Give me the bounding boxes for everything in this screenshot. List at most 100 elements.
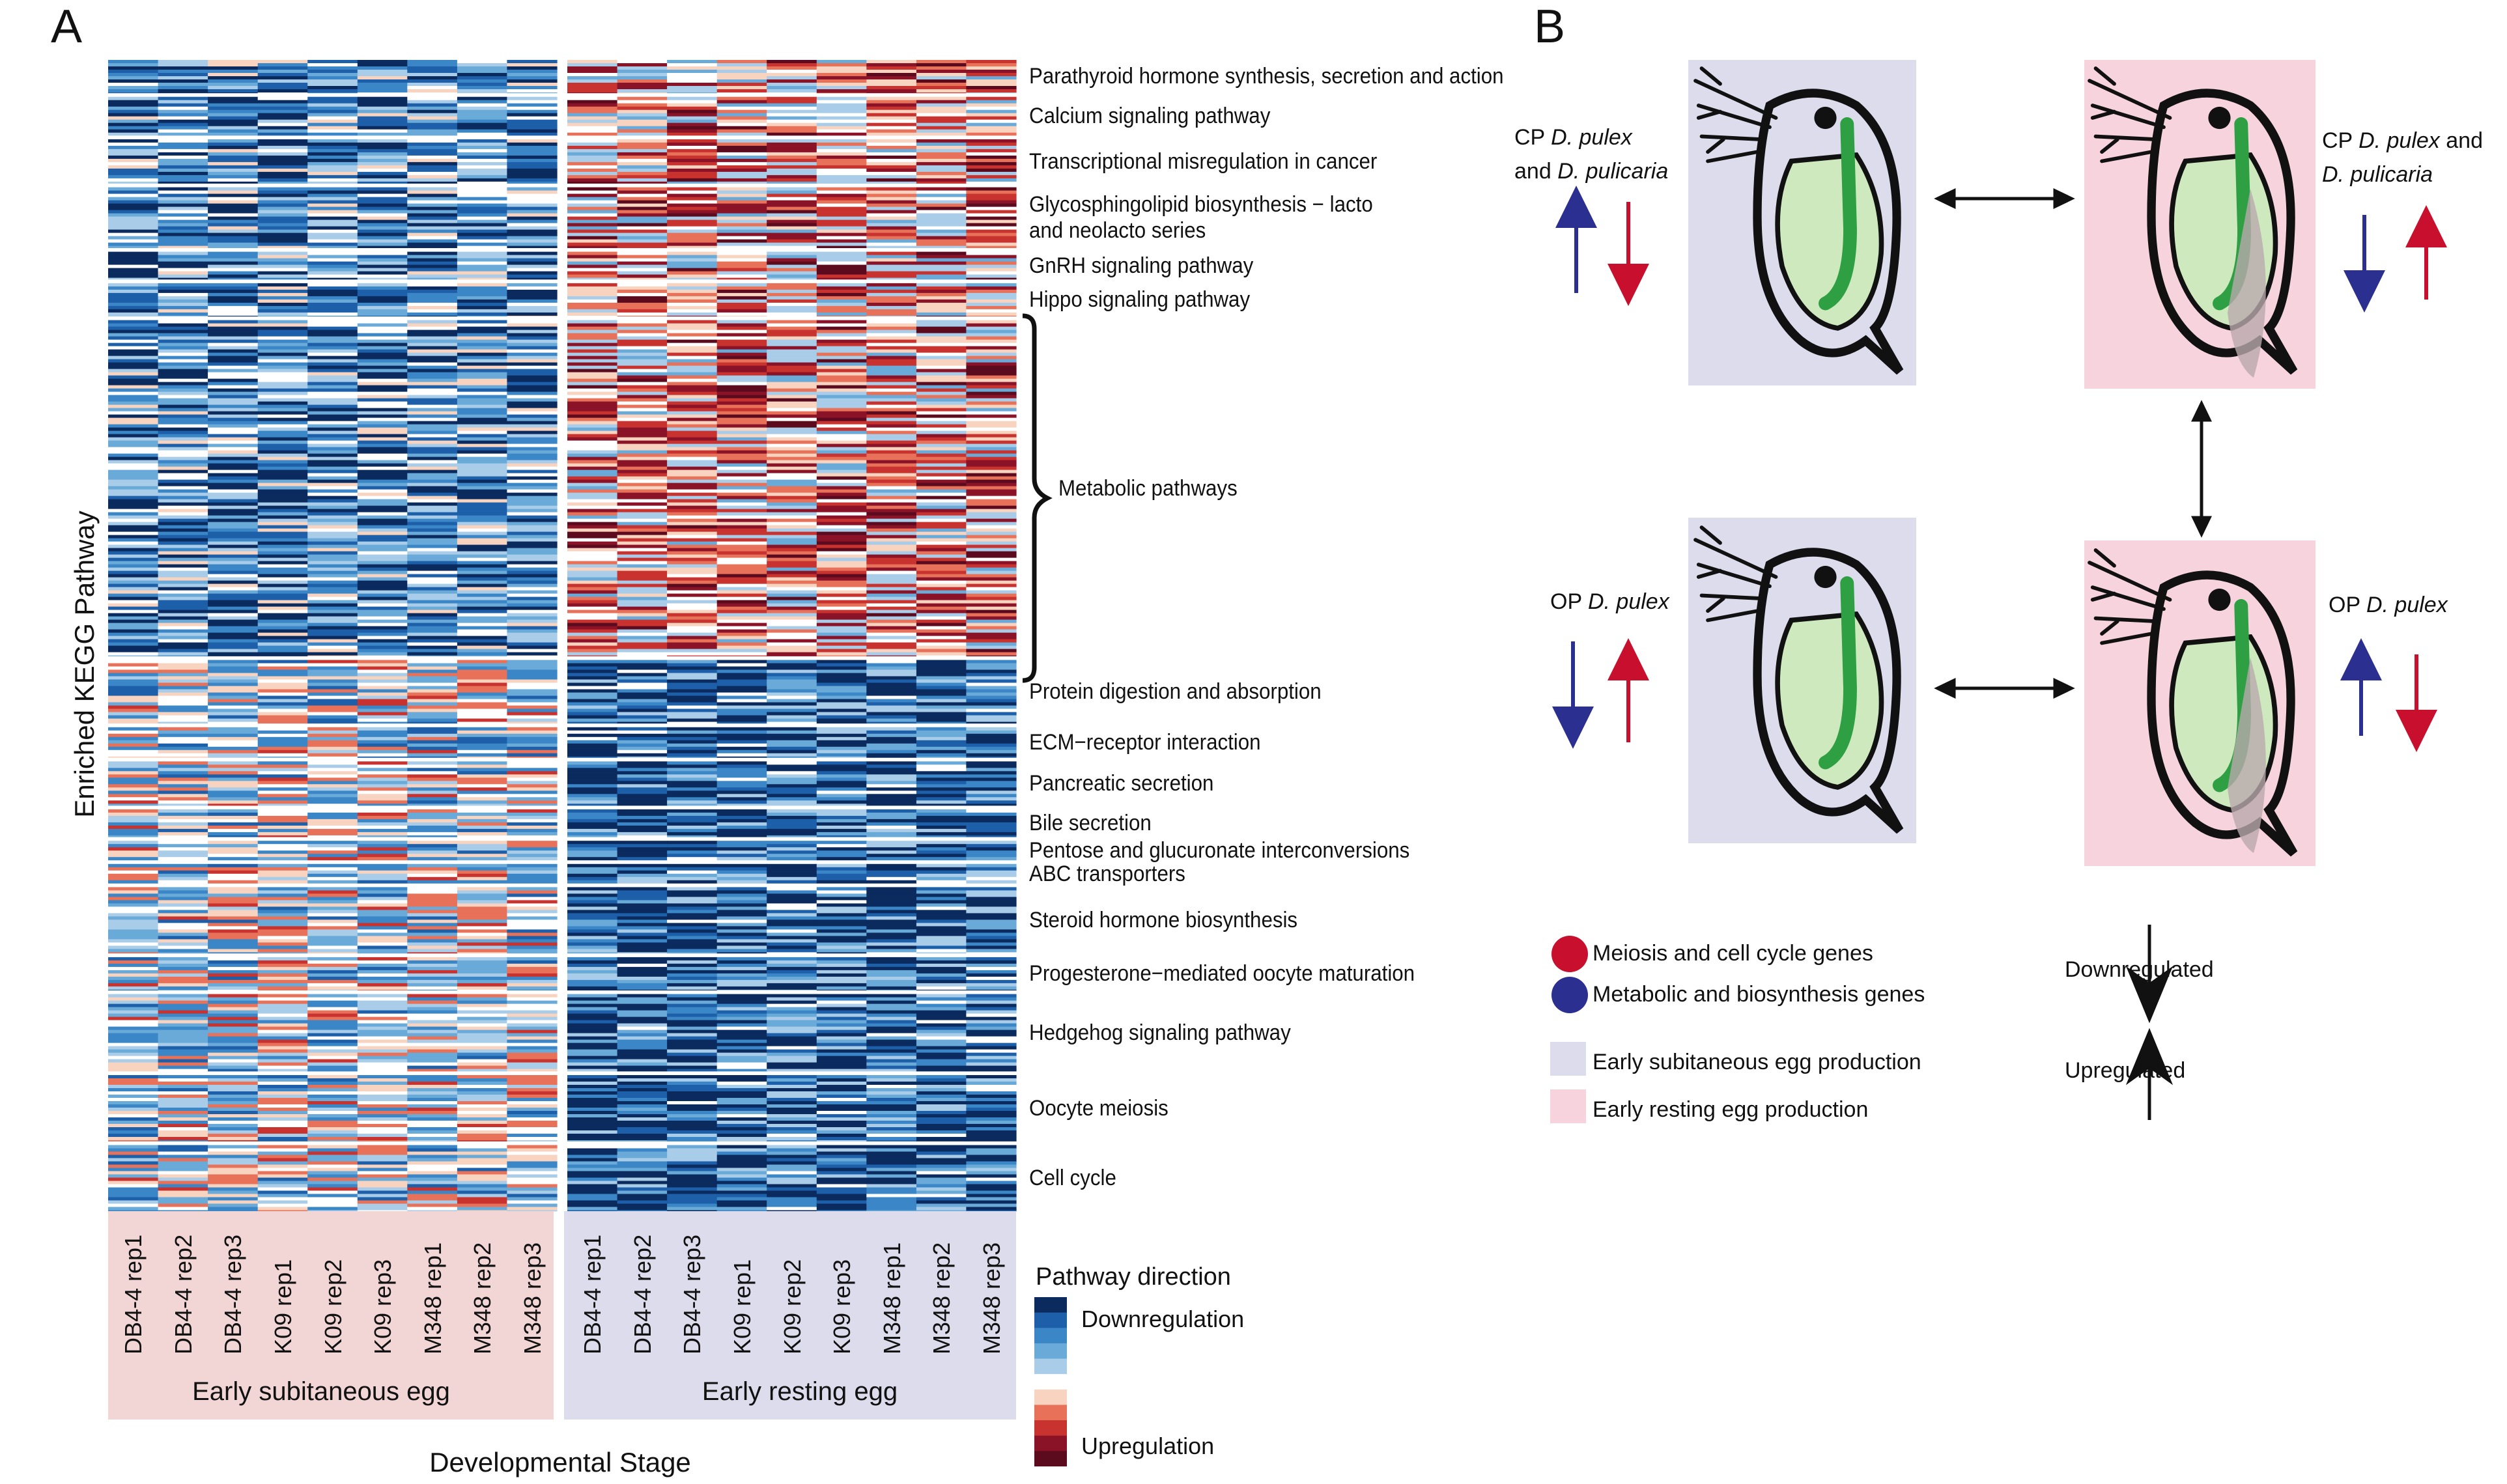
heatmap-cell: [307, 863, 358, 868]
heatmap-cell: [407, 603, 458, 607]
heatmap-cell: [108, 663, 159, 667]
heatmap-cell: [617, 564, 668, 568]
heatmap-cell: [567, 132, 618, 136]
heatmap-cell: [916, 414, 967, 418]
heatmap-cell: [307, 983, 358, 987]
heatmap-cell: [767, 473, 817, 477]
heatmap-cell: [667, 414, 718, 418]
heatmap-cell: [767, 639, 817, 643]
heatmap-cell: [667, 437, 718, 441]
heatmap-cell: [307, 299, 358, 303]
heatmap-cell: [457, 197, 508, 201]
heatmap-cell: [916, 979, 967, 984]
heatmap-cell: [108, 1003, 159, 1007]
heatmap-cell: [716, 867, 767, 871]
heatmap-cell: [108, 434, 159, 438]
heatmap-cell: [307, 525, 358, 529]
heatmap-cell: [457, 469, 508, 473]
heatmap-cell: [966, 603, 1017, 607]
heatmap-cell: [158, 926, 208, 930]
heatmap-cell: [716, 369, 767, 372]
heatmap-cell: [916, 850, 967, 854]
heatmap-cell: [108, 857, 159, 861]
heatmap-cell: [667, 483, 718, 486]
heatmap-cell: [208, 645, 259, 649]
heatmap-cell: [208, 398, 259, 402]
heatmap-cell: [407, 682, 458, 686]
heatmap-cell: [208, 447, 259, 451]
heatmap-cell: [816, 600, 867, 604]
heatmap-cell: [158, 910, 208, 914]
heatmap-cell: [507, 132, 558, 136]
heatmap-cell: [716, 686, 767, 690]
heatmap-cell: [667, 165, 718, 169]
heatmap-cell: [816, 362, 867, 366]
heatmap-cell: [866, 963, 917, 968]
heatmap-cell: [108, 1020, 159, 1024]
heatmap-cell: [158, 175, 208, 179]
heatmap-cell: [158, 320, 208, 324]
heatmap-cell: [507, 456, 558, 460]
heatmap-cell: [866, 193, 917, 197]
heatmap-cell: [667, 692, 718, 696]
heatmap-cell: [916, 708, 967, 712]
heatmap-cell: [407, 876, 458, 881]
heatmap-cell: [407, 730, 458, 735]
heatmap-cell: [567, 867, 618, 871]
heatmap-cell: [407, 619, 458, 623]
heatmap-cell: [507, 86, 558, 90]
heatmap-cell: [916, 518, 967, 522]
heatmap-cell: [866, 83, 917, 87]
heatmap-cell: [667, 161, 718, 166]
heatmap-cell: [767, 897, 817, 901]
heatmap-cell: [208, 832, 259, 836]
heatmap-cell: [716, 181, 767, 184]
heatmap-cell: [158, 825, 208, 830]
heatmap-cell: [257, 913, 308, 917]
heatmap-cell: [208, 939, 259, 943]
heatmap-cell: [767, 398, 817, 402]
heatmap-cell: [667, 777, 718, 781]
heatmap-cell: [208, 753, 259, 757]
heatmap-cell: [866, 979, 917, 984]
heatmap-cell: [507, 794, 558, 798]
heatmap-cell: [667, 113, 718, 117]
heatmap-cell: [158, 326, 208, 330]
heatmap-cell: [158, 100, 208, 104]
heatmap-cell: [407, 145, 458, 150]
heatmap-cell: [617, 800, 668, 804]
heatmap-cell: [158, 289, 208, 294]
heatmap-cell: [507, 689, 558, 693]
heatmap-cell: [257, 261, 308, 265]
heatmap-cell: [916, 378, 967, 382]
heatmap-cell: [966, 847, 1017, 851]
heatmap-cell: [457, 92, 508, 94]
heatmap-cell: [457, 232, 508, 236]
heatmap-cell: [567, 292, 618, 297]
heatmap-cell: [307, 577, 358, 581]
heatmap-cell: [667, 239, 718, 243]
heatmap-cell: [767, 509, 817, 512]
heatmap-cell: [407, 119, 458, 124]
heatmap-cell: [208, 165, 259, 169]
heatmap-cell: [617, 708, 668, 712]
heatmap-cell: [158, 983, 208, 987]
heatmap-cell: [767, 106, 817, 111]
heatmap-cell: [307, 122, 358, 127]
heatmap-cell: [457, 187, 508, 191]
heatmap-cell: [716, 945, 767, 949]
heatmap-cell: [457, 893, 508, 897]
heatmap-cell: [767, 636, 817, 639]
heatmap-cell: [158, 178, 208, 182]
heatmap-cell: [208, 103, 259, 107]
heatmap-cell: [567, 583, 618, 587]
heatmap-cell: [966, 781, 1017, 785]
heatmap-cell: [407, 841, 458, 845]
heatmap-cell: [158, 531, 208, 535]
heatmap-cell: [457, 692, 508, 696]
heatmap-cell: [507, 976, 558, 981]
heatmap-cell: [816, 264, 867, 268]
heatmap-cell: [767, 411, 817, 415]
heatmap-cell: [457, 567, 508, 571]
heatmap-cell: [158, 296, 208, 300]
